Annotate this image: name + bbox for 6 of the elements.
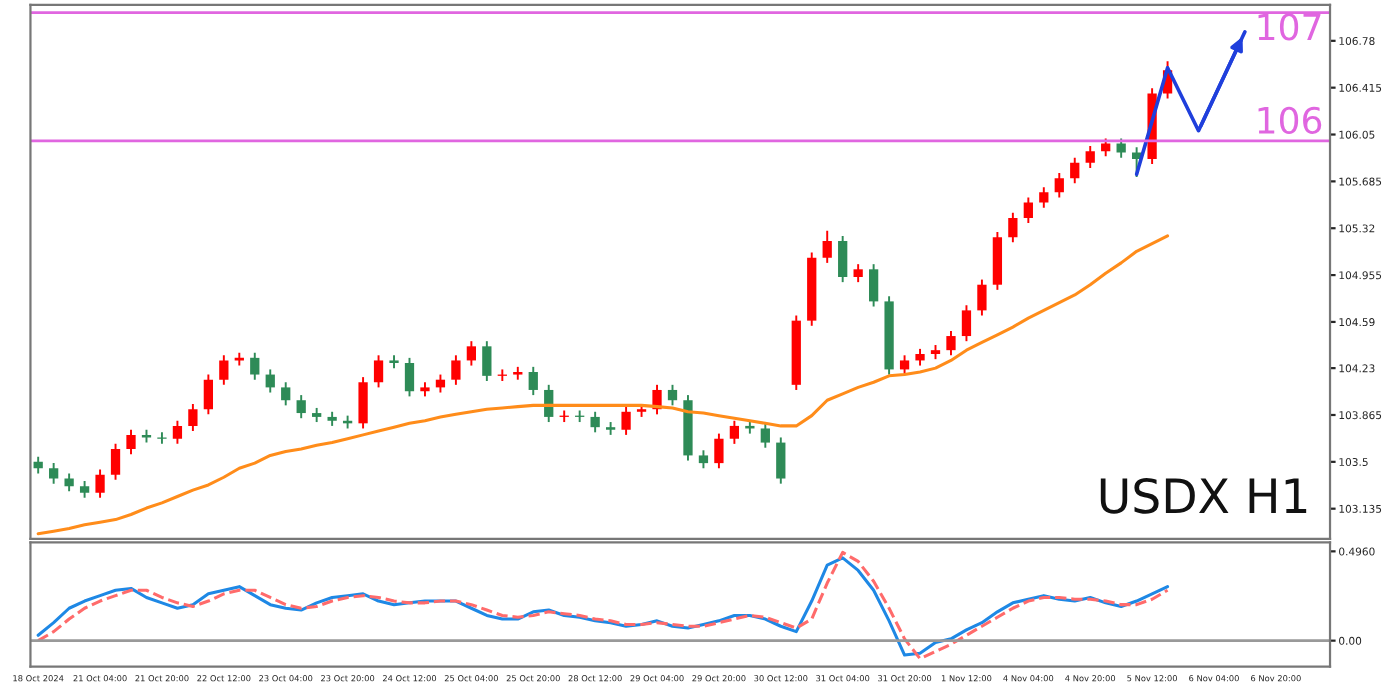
line-series — [1134, 30, 1247, 177]
ref-line-label: 107 — [1258, 13, 1321, 41]
ref-line-label: 106 — [1258, 106, 1322, 134]
candlestick — [389, 354, 399, 370]
annotation: USDX H1 — [1100, 477, 1307, 514]
candlestick — [157, 431, 167, 445]
